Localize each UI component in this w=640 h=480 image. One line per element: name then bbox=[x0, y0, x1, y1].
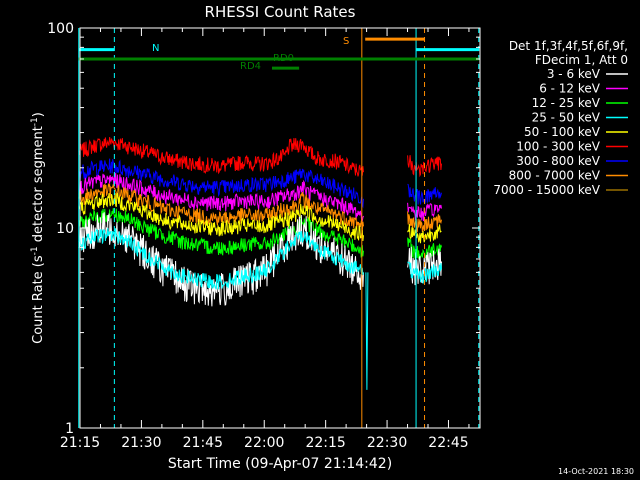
legend-label: 6 - 12 keV bbox=[539, 82, 601, 96]
y-tick-label: 100 bbox=[47, 21, 74, 37]
series-line-800-7000-kev bbox=[78, 182, 364, 232]
legend-label: 25 - 50 keV bbox=[532, 111, 601, 125]
legend-label: 50 - 100 keV bbox=[524, 125, 601, 139]
label-rd4: RD4 bbox=[240, 61, 261, 72]
y-tick-label: 1 bbox=[65, 421, 74, 437]
label-n: N bbox=[152, 43, 159, 54]
x-tick-label: 21:15 bbox=[60, 435, 100, 451]
legend-label: 12 - 25 keV bbox=[532, 96, 601, 110]
series-line-100-300-kev bbox=[78, 137, 364, 177]
marker-layer bbox=[78, 28, 480, 428]
legend-header-line-2: FDecim 1, Att 0 bbox=[535, 53, 628, 67]
legend-label: 800 - 7000 keV bbox=[509, 169, 601, 183]
interval-bar-layer: N S RD0 RD4 bbox=[78, 36, 479, 72]
x-axis-label: Start Time (09-Apr-07 21:14:42) bbox=[168, 456, 392, 472]
x-tick-label: 22:45 bbox=[428, 435, 468, 451]
series-line-25-50-kev bbox=[78, 227, 364, 290]
x-tick-label: 21:30 bbox=[121, 435, 161, 451]
series-line-6-12-kev bbox=[78, 172, 364, 223]
legend-label: 3 - 6 keV bbox=[547, 67, 601, 81]
y-tick-label: 10 bbox=[56, 221, 74, 237]
legend-label: 300 - 800 keV bbox=[516, 154, 600, 168]
series-line-50-100-kev bbox=[78, 193, 364, 242]
legend-label: 7000 - 15000 keV bbox=[493, 183, 600, 197]
label-rd0: RD0 bbox=[273, 53, 294, 64]
x-tick-label: 21:45 bbox=[183, 435, 223, 451]
y-axis-label: Count Rate (s-1 detector segment-1) bbox=[30, 112, 46, 344]
footer-timestamp: 14-Oct-2021 18:30 bbox=[558, 467, 634, 476]
count-rate-dip bbox=[365, 272, 369, 390]
series-line-50-100-kev-after-gap bbox=[407, 224, 442, 244]
axis-layer: 21:15 21:30 21:45 22:00 22:15 22:30 22:45 1 10 10… bbox=[47, 21, 480, 451]
series-line-300-800-kev bbox=[78, 158, 364, 209]
x-tick-label: 22:30 bbox=[367, 435, 407, 451]
x-tick-label: 22:15 bbox=[305, 435, 345, 451]
legend-label: 100 - 300 keV bbox=[516, 140, 600, 154]
chart-title: RHESSI Count Rates bbox=[205, 3, 356, 21]
legend: Det 1f,3f,4f,5f,6f,9f, FDecim 1, Att 0 3… bbox=[493, 39, 628, 197]
x-tick-label: 22:00 bbox=[244, 435, 284, 451]
legend-header-line-1: Det 1f,3f,4f,5f,6f,9f, bbox=[509, 39, 628, 53]
label-s: S bbox=[343, 36, 349, 47]
